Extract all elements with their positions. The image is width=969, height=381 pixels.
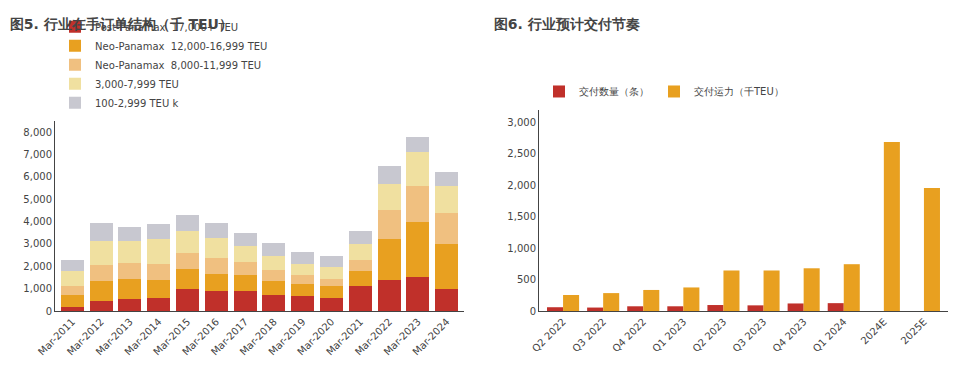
svg-text:交付数量（条）: 交付数量（条） <box>579 86 649 97</box>
svg-text:Mar-2015: Mar-2015 <box>151 316 192 357</box>
svg-text:图6. 行业预计交付节奏: 图6. 行业预计交付节奏 <box>494 16 640 32</box>
svg-text:Mar-2024: Mar-2024 <box>410 316 451 357</box>
svg-text:100-2,999 TEU k: 100-2,999 TEU k <box>95 98 178 109</box>
svg-text:7,000: 7,000 <box>23 149 52 160</box>
svg-text:4,000: 4,000 <box>23 216 52 227</box>
svg-text:0: 0 <box>530 306 536 317</box>
svg-text:8,000: 8,000 <box>23 127 52 138</box>
svg-text:2025E: 2025E <box>899 316 929 346</box>
svg-text:图5. 行业在手订单结构（千 TEU）: 图5. 行业在手订单结构（千 TEU） <box>10 16 233 32</box>
svg-text:Mar-2017: Mar-2017 <box>209 316 250 357</box>
svg-text:5,000: 5,000 <box>23 194 52 205</box>
svg-text:3,000-7,999 TEU: 3,000-7,999 TEU <box>95 79 179 90</box>
svg-text:Post-Panamax 17,000+ TEU: Post-Panamax 17,000+ TEU <box>95 22 238 33</box>
svg-text:Mar-2019: Mar-2019 <box>266 316 307 357</box>
svg-text:Q1 2023: Q1 2023 <box>650 316 688 354</box>
svg-text:3,000: 3,000 <box>507 117 536 128</box>
svg-text:Mar-2013: Mar-2013 <box>94 316 135 357</box>
svg-text:1,000: 1,000 <box>23 283 52 294</box>
svg-text:Q3 2022: Q3 2022 <box>570 316 608 354</box>
svg-text:6,000: 6,000 <box>23 171 52 182</box>
svg-text:Mar-2023: Mar-2023 <box>382 316 423 357</box>
svg-text:Q1 2024: Q1 2024 <box>811 316 849 354</box>
svg-text:交付运力（千TEU）: 交付运力（千TEU） <box>694 86 784 97</box>
svg-text:Mar-2020: Mar-2020 <box>295 316 336 357</box>
svg-text:2024E: 2024E <box>859 316 889 346</box>
svg-text:2,000: 2,000 <box>507 180 536 191</box>
svg-text:Q2 2022: Q2 2022 <box>530 316 568 354</box>
svg-text:Q4 2023: Q4 2023 <box>771 316 809 354</box>
svg-text:Neo-Panamax 8,000-11,999 TEU: Neo-Panamax 8,000-11,999 TEU <box>95 60 261 71</box>
svg-text:1,000: 1,000 <box>507 243 536 254</box>
svg-text:2,500: 2,500 <box>507 148 536 159</box>
svg-text:3,000: 3,000 <box>23 238 52 249</box>
svg-text:Mar-2012: Mar-2012 <box>65 316 106 357</box>
svg-text:Mar-2011: Mar-2011 <box>36 316 77 357</box>
svg-text:2,000: 2,000 <box>23 261 52 272</box>
svg-text:Mar-2014: Mar-2014 <box>122 316 163 357</box>
svg-text:Q2 2023: Q2 2023 <box>690 316 728 354</box>
svg-text:500: 500 <box>517 274 536 285</box>
svg-text:Mar-2022: Mar-2022 <box>353 316 394 357</box>
svg-text:Neo-Panamax 12,000-16,999 TEU: Neo-Panamax 12,000-16,999 TEU <box>95 41 267 52</box>
svg-text:Q4 2022: Q4 2022 <box>610 316 648 354</box>
svg-text:1,500: 1,500 <box>507 211 536 222</box>
svg-text:0: 0 <box>46 306 52 317</box>
svg-text:Mar-2021: Mar-2021 <box>324 316 365 357</box>
svg-text:Mar-2018: Mar-2018 <box>238 316 279 357</box>
svg-text:Mar-2016: Mar-2016 <box>180 316 221 357</box>
svg-text:Q3 2023: Q3 2023 <box>730 316 768 354</box>
